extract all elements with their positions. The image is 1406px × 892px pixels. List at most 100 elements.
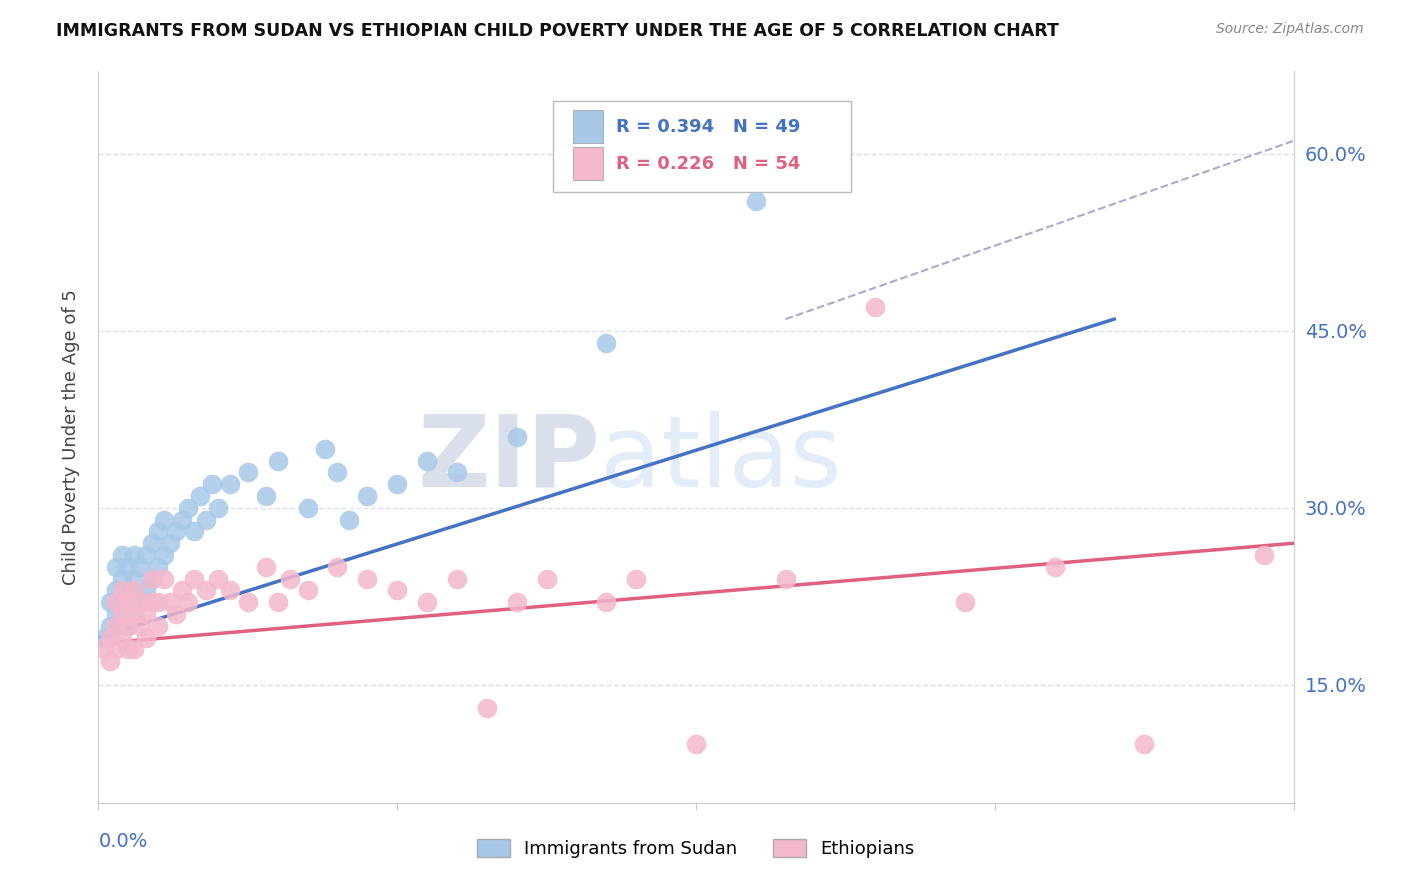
Point <box>315 442 337 456</box>
Point <box>595 595 617 609</box>
Point <box>626 572 648 586</box>
Point <box>775 572 797 586</box>
Point <box>685 737 707 751</box>
Point <box>267 453 290 467</box>
Point <box>267 595 290 609</box>
Point <box>135 583 157 598</box>
Point <box>865 301 887 315</box>
Point <box>416 595 439 609</box>
Point <box>141 536 163 550</box>
Point <box>165 524 187 539</box>
Point <box>124 607 146 621</box>
Point <box>129 595 152 609</box>
Point <box>117 583 139 598</box>
Point <box>129 559 152 574</box>
Point <box>297 500 319 515</box>
Point <box>254 559 277 574</box>
Point <box>195 583 218 598</box>
Point <box>153 572 176 586</box>
Point <box>506 595 529 609</box>
Point <box>536 572 558 586</box>
Point <box>159 536 181 550</box>
Point <box>745 194 768 208</box>
Point <box>124 548 146 562</box>
Point <box>1133 737 1156 751</box>
Point <box>117 642 139 657</box>
Point <box>177 500 200 515</box>
Point <box>105 595 128 609</box>
Text: R = 0.226   N = 54: R = 0.226 N = 54 <box>616 154 800 172</box>
Bar <box>572 146 603 179</box>
Text: atlas: atlas <box>600 410 842 508</box>
Point <box>278 572 301 586</box>
Point <box>124 583 146 598</box>
Point <box>159 595 181 609</box>
Point <box>195 513 218 527</box>
Point <box>117 619 139 633</box>
Point <box>148 595 170 609</box>
Point <box>297 583 319 598</box>
Point <box>595 335 617 350</box>
Point <box>446 466 468 480</box>
Y-axis label: Child Poverty Under the Age of 5: Child Poverty Under the Age of 5 <box>62 289 80 585</box>
Point <box>953 595 976 609</box>
Point <box>141 595 163 609</box>
Point <box>236 595 259 609</box>
Text: 0.0%: 0.0% <box>98 832 148 851</box>
Point <box>111 572 134 586</box>
Point <box>124 607 146 621</box>
Point <box>141 572 163 586</box>
Point <box>172 583 194 598</box>
Point <box>475 701 498 715</box>
Point <box>153 548 176 562</box>
Point <box>98 654 122 668</box>
Point <box>219 583 242 598</box>
Point <box>326 559 349 574</box>
Point <box>148 619 170 633</box>
Point <box>385 477 409 491</box>
Point <box>111 548 134 562</box>
Point <box>124 642 146 657</box>
Point <box>141 572 163 586</box>
Point <box>416 453 439 467</box>
Point <box>153 513 176 527</box>
Point <box>183 524 205 539</box>
Point <box>356 572 378 586</box>
Point <box>183 572 205 586</box>
Point <box>117 559 139 574</box>
Point <box>105 607 128 621</box>
Point <box>236 466 259 480</box>
Point <box>207 572 229 586</box>
Point <box>188 489 211 503</box>
Point <box>93 631 115 645</box>
Point <box>105 642 128 657</box>
Point <box>129 619 152 633</box>
Point <box>172 513 194 527</box>
Point <box>446 572 468 586</box>
Text: IMMIGRANTS FROM SUDAN VS ETHIOPIAN CHILD POVERTY UNDER THE AGE OF 5 CORRELATION : IMMIGRANTS FROM SUDAN VS ETHIOPIAN CHILD… <box>56 22 1059 40</box>
Point <box>219 477 242 491</box>
Point <box>135 631 157 645</box>
FancyBboxPatch shape <box>553 101 852 192</box>
Point <box>135 607 157 621</box>
Text: Source: ZipAtlas.com: Source: ZipAtlas.com <box>1216 22 1364 37</box>
Point <box>129 595 152 609</box>
Point <box>148 559 170 574</box>
Bar <box>572 110 603 143</box>
Legend: Immigrants from Sudan, Ethiopians: Immigrants from Sudan, Ethiopians <box>468 830 924 867</box>
Point <box>356 489 378 503</box>
Point <box>105 583 128 598</box>
Point <box>326 466 349 480</box>
Point <box>117 619 139 633</box>
Point <box>111 595 134 609</box>
Point <box>93 642 115 657</box>
Point <box>105 559 128 574</box>
Point <box>1043 559 1066 574</box>
Point <box>506 430 529 444</box>
Point <box>254 489 277 503</box>
Text: R = 0.394   N = 49: R = 0.394 N = 49 <box>616 118 800 136</box>
Point <box>148 524 170 539</box>
Point <box>117 595 139 609</box>
Point <box>165 607 187 621</box>
Point <box>207 500 229 515</box>
